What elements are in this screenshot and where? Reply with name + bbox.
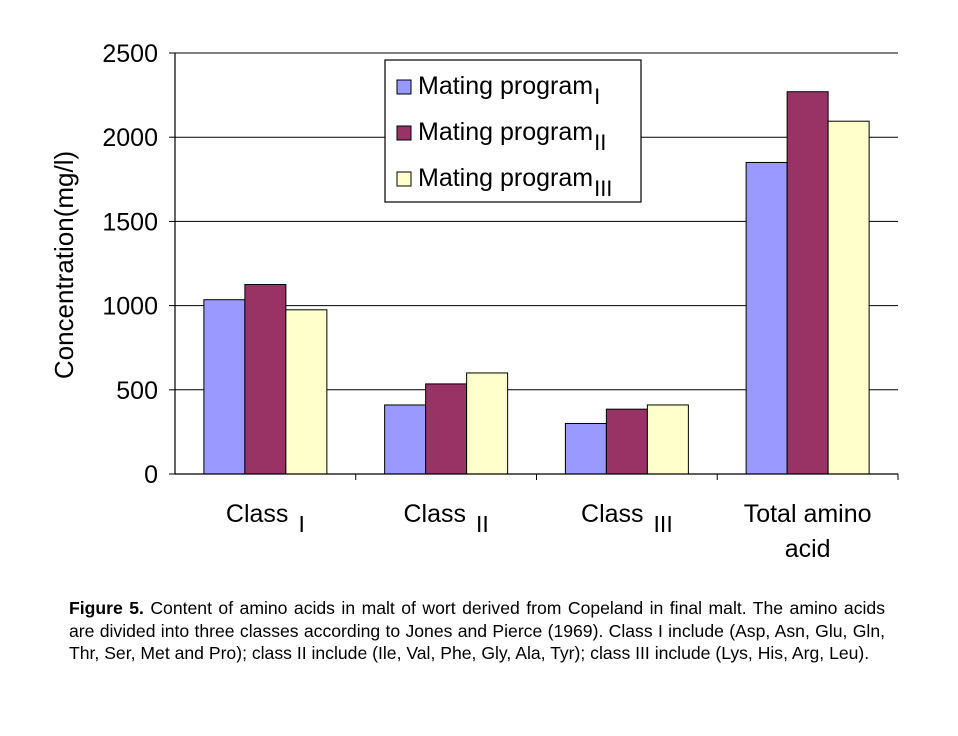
- legend-swatch: [396, 171, 412, 187]
- x-category-label-line2: acid: [785, 535, 831, 563]
- legend-swatch: [396, 125, 412, 141]
- axes: [169, 52, 899, 480]
- y-tick-label: 1000: [102, 293, 158, 321]
- x-category-label: Class I: [226, 500, 305, 537]
- legend-swatch: [396, 79, 412, 95]
- x-category-main: Class: [403, 500, 466, 528]
- bar: [244, 284, 287, 475]
- y-tick-label: 500: [116, 377, 158, 405]
- x-category-label: Class III: [581, 500, 673, 537]
- legend-entry-name: Mating program: [418, 118, 593, 146]
- bar: [605, 408, 648, 475]
- bar: [203, 299, 246, 475]
- y-tick-label: 2000: [102, 124, 158, 152]
- bars: [203, 91, 870, 475]
- caption-label: Figure 5.: [69, 598, 144, 618]
- x-category-subscript: II: [476, 511, 489, 537]
- x-category-main: Class: [581, 500, 644, 528]
- legend-entry: Mating programII: [418, 118, 606, 155]
- x-category-subscript: I: [298, 511, 304, 537]
- y-tick-label: 1500: [102, 208, 158, 236]
- bar: [564, 422, 607, 475]
- bar: [285, 309, 328, 475]
- x-category-label: Total amino: [744, 500, 872, 528]
- x-category-label: Class II: [403, 500, 488, 537]
- bar-chart: 0 500 1000 1500 2000 2500 Class I Class II Class I…: [49, 40, 899, 563]
- legend-box: [384, 59, 642, 203]
- legend-entry-name: Mating program: [418, 164, 593, 192]
- bar: [466, 372, 509, 475]
- bar: [646, 404, 689, 475]
- y-tick-label: 2500: [102, 40, 158, 68]
- bar: [425, 383, 468, 475]
- figure-caption: Figure 5. Content of amino acids in malt…: [69, 597, 885, 665]
- legend-entry-subscript: III: [594, 176, 612, 201]
- bar: [786, 91, 829, 475]
- y-axis-label: Concentration(mg/l): [49, 151, 79, 379]
- x-category-labels: Class I Class II Class III Total amino acid: [226, 500, 872, 563]
- legend-entry: Mating programI: [418, 72, 600, 109]
- x-category-main: Class: [226, 500, 289, 528]
- legend-entry-subscript: II: [594, 130, 606, 155]
- caption-text: Content of amino acids in malt of wort d…: [69, 598, 885, 663]
- bar: [827, 120, 870, 475]
- bar: [384, 404, 427, 475]
- y-tick-label: 0: [144, 461, 158, 489]
- legend-entry-name: Mating program: [418, 72, 593, 100]
- y-tick-labels: 0 500 1000 1500 2000 2500: [102, 40, 158, 489]
- legend-entry-subscript: I: [594, 84, 600, 109]
- x-category-subscript: III: [654, 511, 673, 537]
- bar: [745, 161, 788, 475]
- legend-entry: Mating programIII: [418, 164, 612, 201]
- x-category-main: Total amino: [744, 500, 872, 528]
